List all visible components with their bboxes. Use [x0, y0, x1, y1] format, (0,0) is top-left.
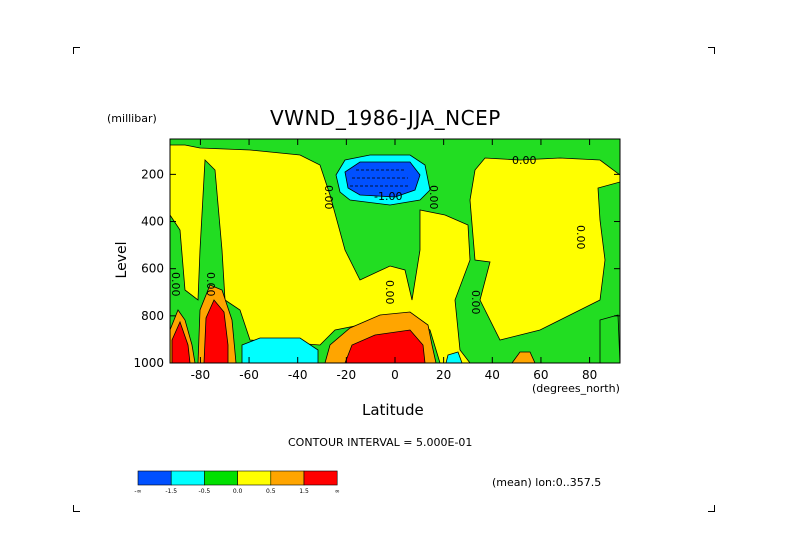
contour-label-1: -1.00	[374, 190, 402, 203]
y-tick-label-3: 800	[141, 309, 164, 323]
crop-mark-top-left	[73, 47, 80, 54]
x-tick-label-1: -60	[239, 368, 259, 382]
contour-label-5: 0.00	[469, 290, 482, 315]
contour-region-blue-jet-core	[344, 161, 421, 198]
vertical-units-label: (millibar)	[107, 112, 157, 125]
contour-region-red-south-1	[171, 320, 191, 363]
contour-label-7: 0.00	[383, 280, 396, 305]
contour-region-cyan-lower	[241, 337, 319, 363]
colorbar-swatch-0	[137, 470, 172, 486]
y-tick-label-2: 600	[141, 262, 164, 276]
x-tick-label-7: 60	[533, 368, 548, 382]
chart-title: VWND_1986-JJA_NCEP	[270, 106, 501, 130]
colorbar-tick-label-4: 0.5	[266, 488, 276, 495]
colorbar-tick-label-0: -∞	[134, 488, 141, 495]
contour-label-0: 0.00	[512, 154, 537, 167]
contour-label-6: 0.00	[204, 272, 217, 297]
colorbar-tick-label-5: 1.5	[299, 488, 309, 495]
x-tick-label-0: -80	[191, 368, 211, 382]
y-tick-label-1: 400	[141, 215, 164, 229]
colorbar-swatch-4	[270, 470, 305, 486]
colorbar-swatch-5	[303, 470, 338, 486]
colorbar-swatch-3	[237, 470, 272, 486]
x-axis-label: Latitude	[362, 401, 424, 419]
contour-interval-text: CONTOUR INTERVAL = 5.000E-01	[288, 436, 473, 449]
contour-region-orange-small	[511, 351, 536, 363]
colorbar-tick-label-1: -1.5	[165, 488, 177, 495]
y-tick-label-0: 200	[141, 167, 164, 181]
contour-region-cyan-small	[445, 351, 463, 363]
contour-region-green-upper	[170, 139, 620, 363]
x-tick-label-5: 20	[436, 368, 451, 382]
colorbar-tick-label-2: -0.5	[199, 488, 211, 495]
contour-fill-group	[170, 139, 620, 363]
colorbar-swatch-1	[170, 470, 205, 486]
contour-region-red-equator	[344, 329, 426, 363]
colorbar-tick-label-3: 0.0	[233, 488, 243, 495]
contour-label-2: 0.00	[322, 185, 335, 210]
y-tick-label-4: 1000	[133, 356, 164, 370]
x-tick-label-3: -20	[337, 368, 357, 382]
subset-text: (mean) lon:0..357.5	[492, 476, 602, 489]
contour-label-4: 0.00	[574, 225, 587, 250]
crop-mark-top-right	[708, 47, 715, 54]
contour-region-green-right-edge	[599, 314, 620, 363]
crop-mark-bottom-right	[708, 505, 715, 512]
x-tick-label-6: 40	[485, 368, 500, 382]
colorbar-tick-label-6: ∞	[335, 488, 340, 495]
x-tick-label-4: 0	[391, 368, 399, 382]
colorbar-swatch-2	[204, 470, 238, 486]
crop-mark-bottom-left	[73, 505, 80, 512]
x-axis-units: (degrees_north)	[532, 382, 620, 395]
x-tick-label-2: -40	[288, 368, 308, 382]
x-tick-label-8: 80	[582, 368, 597, 382]
contour-label-8: 0.00	[169, 272, 182, 297]
contour-label-3: 0.00	[427, 185, 440, 210]
contour-region-red-south-2	[203, 299, 229, 363]
